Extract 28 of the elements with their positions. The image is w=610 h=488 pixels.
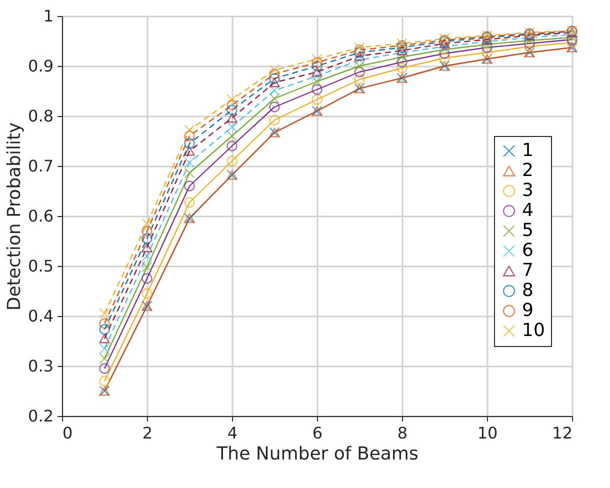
- legend-label: 7: [522, 260, 534, 281]
- y-tick-label: 0.3: [28, 356, 54, 376]
- y-tick-label: 0.9: [28, 56, 54, 76]
- y-tick-label: 0.5: [28, 256, 54, 276]
- legend-label: 10: [522, 320, 545, 341]
- legend-label: 8: [522, 280, 534, 301]
- y-tick-label: 0.2: [28, 406, 54, 426]
- x-tick-label: 10: [477, 424, 498, 442]
- x-axis-title: The Number of Beams: [216, 444, 418, 464]
- x-tick-label: 4: [227, 424, 238, 442]
- y-tick-label: 0.6: [28, 206, 54, 226]
- x-tick-label: 0: [62, 424, 73, 442]
- legend-label: 3: [522, 180, 534, 201]
- y-axis-title: Detection Probability: [4, 122, 26, 311]
- x-tick-label: 12: [552, 424, 572, 442]
- x-tick-label: 6: [312, 424, 323, 442]
- legend-label: 9: [522, 300, 534, 321]
- legend-label: 6: [522, 240, 534, 261]
- legend-label: 4: [522, 200, 534, 221]
- y-tick-label: 0.4: [28, 306, 54, 326]
- x-tick-label: 8: [397, 424, 408, 442]
- y-tick-label: 1: [43, 6, 54, 26]
- x-tick-label: 2: [142, 424, 153, 442]
- legend-label: 5: [522, 220, 534, 241]
- legend-label: 1: [522, 140, 534, 161]
- legend-label: 2: [522, 160, 534, 181]
- y-tick-label: 0.8: [28, 106, 54, 126]
- y-tick-label: 0.7: [28, 156, 54, 176]
